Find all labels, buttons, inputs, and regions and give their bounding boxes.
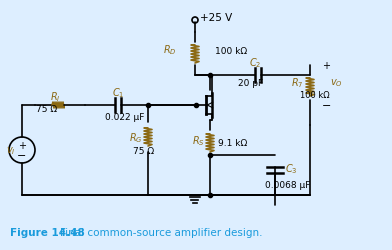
Text: $v_I$: $v_I$ (6, 144, 16, 156)
Text: $R_7$: $R_7$ (291, 76, 303, 90)
Text: −: − (17, 150, 27, 160)
Text: Final common-source amplifier design.: Final common-source amplifier design. (60, 227, 263, 237)
Text: 20 pF: 20 pF (238, 79, 263, 88)
Text: Figure 14.48: Figure 14.48 (10, 227, 85, 237)
Text: $R_I$: $R_I$ (50, 90, 60, 104)
Text: 9.1 kΩ: 9.1 kΩ (218, 139, 247, 148)
Text: 100 kΩ: 100 kΩ (215, 46, 247, 55)
Text: 75 Ω: 75 Ω (133, 146, 154, 155)
Text: $C_2$: $C_2$ (249, 56, 261, 70)
Text: −: − (322, 100, 331, 110)
Text: $R_S$: $R_S$ (192, 134, 204, 147)
Text: 100 kΩ: 100 kΩ (300, 90, 330, 99)
Text: +: + (322, 61, 330, 71)
Text: 0.0068 μF: 0.0068 μF (265, 181, 310, 190)
Text: +25 V: +25 V (200, 13, 232, 23)
Text: $R_G$: $R_G$ (129, 130, 143, 144)
Text: $R_D$: $R_D$ (163, 43, 177, 57)
Text: $C_3$: $C_3$ (285, 162, 298, 175)
Text: $C_1$: $C_1$ (112, 86, 124, 100)
Text: $v_O$: $v_O$ (330, 77, 343, 88)
Text: 75 Ω: 75 Ω (36, 104, 58, 113)
Text: +: + (18, 140, 26, 150)
Text: 0.022 μF: 0.022 μF (105, 113, 144, 122)
